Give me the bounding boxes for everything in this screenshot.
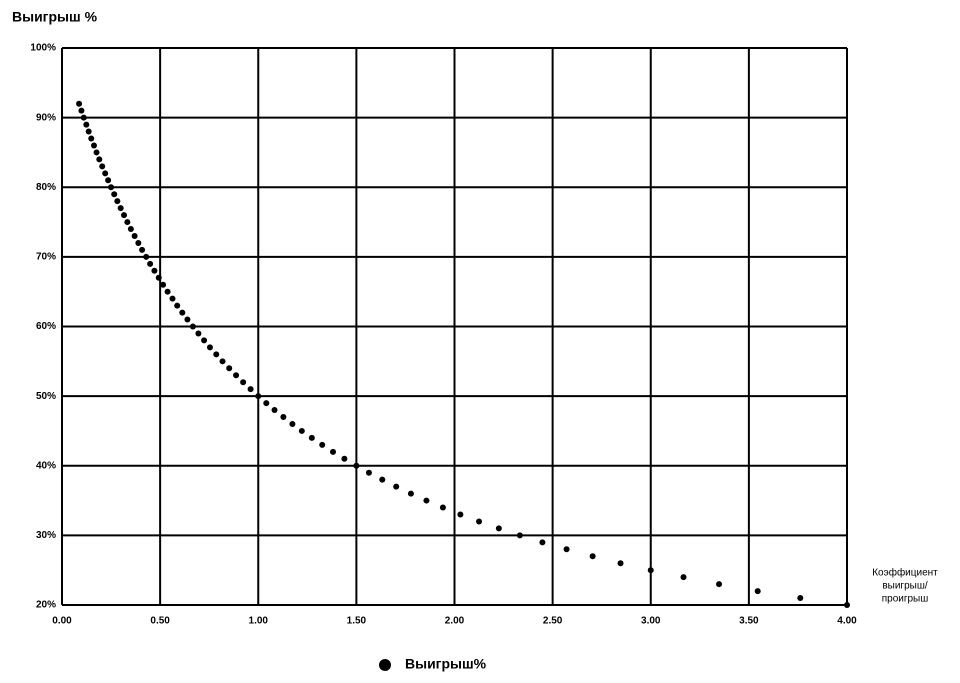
x-tick-label: 1.50 bbox=[347, 616, 367, 627]
data-point bbox=[263, 400, 270, 407]
data-point bbox=[147, 260, 154, 267]
data-point bbox=[160, 281, 167, 288]
data-point bbox=[379, 476, 386, 483]
data-point bbox=[280, 414, 287, 421]
x-tick-label: 2.50 bbox=[543, 616, 563, 627]
data-point bbox=[127, 226, 134, 233]
data-point bbox=[393, 483, 400, 490]
data-point bbox=[114, 198, 121, 205]
data-point bbox=[105, 177, 112, 184]
legend-marker bbox=[379, 659, 391, 671]
y-tick-label: 30% bbox=[36, 530, 56, 541]
data-point bbox=[135, 239, 142, 246]
y-axis-title: Выигрыш % bbox=[12, 9, 98, 25]
y-tick-label: 90% bbox=[36, 112, 56, 123]
data-point bbox=[164, 288, 171, 295]
data-point bbox=[206, 344, 213, 351]
data-point bbox=[476, 518, 483, 525]
y-tick-label: 100% bbox=[30, 43, 56, 54]
data-point bbox=[219, 358, 226, 365]
data-point bbox=[213, 351, 220, 358]
data-point bbox=[155, 274, 162, 281]
data-point bbox=[353, 462, 360, 469]
data-point bbox=[330, 448, 337, 455]
data-point bbox=[226, 365, 233, 372]
data-point bbox=[108, 184, 115, 191]
x-tick-label: 1.00 bbox=[249, 616, 269, 627]
data-point bbox=[365, 469, 372, 476]
data-point bbox=[233, 372, 240, 379]
data-point bbox=[563, 546, 570, 553]
data-point bbox=[201, 337, 208, 344]
x-axis-title: проигрыш bbox=[882, 594, 929, 605]
y-tick-label: 50% bbox=[36, 391, 56, 402]
data-point bbox=[407, 490, 414, 497]
y-tick-label: 40% bbox=[36, 460, 56, 471]
legend-label: Выигрыш% bbox=[405, 656, 487, 672]
data-point bbox=[90, 142, 97, 149]
data-point bbox=[78, 107, 85, 114]
data-point bbox=[184, 316, 191, 323]
data-point bbox=[495, 525, 502, 532]
data-point bbox=[85, 128, 92, 135]
data-point bbox=[93, 149, 100, 156]
data-point bbox=[240, 379, 247, 386]
y-tick-label: 20% bbox=[36, 600, 56, 611]
data-point bbox=[174, 302, 181, 309]
data-point bbox=[80, 114, 87, 121]
y-tick-label: 80% bbox=[36, 182, 56, 193]
x-tick-label: 0.50 bbox=[150, 616, 170, 627]
data-point bbox=[617, 560, 624, 567]
data-point bbox=[298, 427, 305, 434]
x-tick-label: 2.00 bbox=[445, 616, 465, 627]
data-point bbox=[189, 323, 196, 330]
x-tick-label: 4.00 bbox=[837, 616, 857, 627]
data-point bbox=[457, 511, 464, 518]
data-point bbox=[319, 441, 326, 448]
data-point bbox=[111, 191, 118, 198]
data-point bbox=[151, 267, 158, 274]
data-point bbox=[121, 212, 128, 219]
data-point bbox=[797, 595, 804, 602]
data-point bbox=[680, 574, 687, 581]
data-point bbox=[589, 553, 596, 560]
data-point bbox=[308, 434, 315, 441]
x-axis-title: выигрыш/ bbox=[882, 581, 928, 592]
data-point bbox=[179, 309, 186, 316]
data-point bbox=[124, 219, 131, 226]
data-point bbox=[131, 232, 138, 239]
x-tick-label: 0.00 bbox=[52, 616, 72, 627]
data-point bbox=[169, 295, 176, 302]
data-point bbox=[143, 253, 150, 260]
data-point bbox=[516, 532, 523, 539]
data-point bbox=[647, 567, 654, 574]
data-point bbox=[539, 539, 546, 546]
data-point bbox=[716, 581, 723, 588]
x-tick-label: 3.50 bbox=[739, 616, 759, 627]
data-point bbox=[423, 497, 430, 504]
data-point bbox=[195, 330, 202, 337]
data-point bbox=[289, 420, 296, 427]
data-point bbox=[247, 386, 254, 393]
x-axis-title: Коэффициент bbox=[872, 567, 938, 579]
data-point bbox=[99, 163, 106, 170]
y-tick-label: 60% bbox=[36, 321, 56, 332]
data-point bbox=[271, 407, 278, 414]
data-point bbox=[117, 205, 124, 212]
data-point bbox=[255, 393, 262, 400]
y-tick-label: 70% bbox=[36, 252, 56, 263]
data-point bbox=[83, 121, 90, 128]
data-point bbox=[88, 135, 95, 142]
data-point bbox=[341, 455, 348, 462]
x-tick-label: 3.00 bbox=[641, 616, 661, 627]
data-point bbox=[139, 246, 146, 253]
data-point bbox=[96, 156, 103, 163]
data-point bbox=[439, 504, 446, 511]
data-point bbox=[754, 588, 761, 595]
data-point bbox=[102, 170, 109, 177]
data-point bbox=[844, 602, 850, 608]
data-point bbox=[76, 100, 83, 107]
